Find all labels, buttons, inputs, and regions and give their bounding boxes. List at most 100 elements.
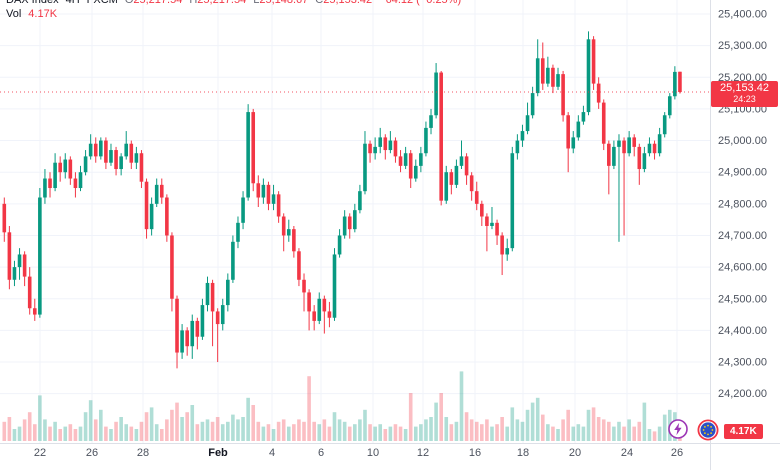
candle-body xyxy=(444,172,449,201)
price-axis-label: 25,400.00 xyxy=(718,9,767,21)
candle-body xyxy=(647,143,652,154)
volume-bar xyxy=(205,419,210,441)
bar-countdown: 24:23 xyxy=(733,94,756,104)
volume-bar xyxy=(454,421,459,441)
candle-body xyxy=(383,137,388,151)
candle-body xyxy=(78,172,83,189)
volume-bar xyxy=(226,421,230,441)
time-axis-label: 26 xyxy=(671,447,683,459)
candle-body xyxy=(429,115,433,128)
candle-body xyxy=(347,216,352,230)
volume-bar xyxy=(261,426,266,441)
volume-bar xyxy=(190,405,195,441)
candle-body xyxy=(596,83,601,103)
candle-body xyxy=(297,251,301,280)
candle-body xyxy=(480,203,484,217)
volume-bar xyxy=(119,417,123,441)
volume-bar xyxy=(180,417,184,441)
candle-body xyxy=(276,194,281,217)
candle-body xyxy=(317,298,322,321)
volume-bar xyxy=(63,426,68,441)
symbol-legend[interactable]: DAX Index 4H FXCM O25,217.54 H25,217.54 L25,1… xyxy=(6,0,461,6)
candle-body xyxy=(342,216,347,236)
volume-bar xyxy=(297,419,301,441)
last-price-value: 25,153.42 xyxy=(720,82,769,94)
candle-body xyxy=(236,222,240,242)
eu-flag-icon[interactable] xyxy=(697,419,719,441)
volume-legend[interactable]: Vol 4.17K xyxy=(6,9,57,20)
volume-bar xyxy=(32,424,37,441)
candle-body xyxy=(637,146,642,170)
volume-bar xyxy=(322,419,327,441)
time-axis-label: Feb xyxy=(208,447,228,459)
candle-body xyxy=(474,191,479,204)
volume-bar xyxy=(327,426,332,441)
candle-body xyxy=(535,58,540,94)
volume-bar xyxy=(505,426,510,441)
candle-body xyxy=(434,72,438,116)
volume-bar xyxy=(53,421,57,441)
candle-body xyxy=(622,140,626,154)
volume-bar xyxy=(469,419,474,441)
price-axis-label: 24,300.00 xyxy=(718,357,767,369)
candle-body xyxy=(652,143,657,154)
symbol-name[interactable]: DAX Index xyxy=(6,0,59,6)
volume-bar xyxy=(353,424,357,441)
candle-body xyxy=(505,248,510,255)
volume-bar xyxy=(302,421,306,441)
candle-body xyxy=(73,178,78,189)
candle-body xyxy=(38,197,42,315)
candle-body xyxy=(551,67,555,87)
volume-bar xyxy=(495,424,499,441)
volume-bar xyxy=(566,409,570,441)
candle-body xyxy=(22,254,27,277)
volume-bar xyxy=(363,409,367,441)
volume-axis-badge: 4.17K xyxy=(724,424,763,439)
candle-body xyxy=(576,121,581,138)
volume-bar xyxy=(292,424,296,441)
volume-bar xyxy=(378,424,383,441)
candle-body xyxy=(302,279,306,293)
volume-bar xyxy=(408,393,413,441)
volume-bar xyxy=(632,426,637,441)
volume-bar xyxy=(104,426,108,441)
volume-bar xyxy=(276,421,281,441)
volume-bar xyxy=(195,424,200,441)
time-axis-label: 6 xyxy=(318,447,324,459)
candle-body xyxy=(83,156,88,173)
volume-bar xyxy=(73,429,78,441)
volume-bar xyxy=(332,412,337,441)
candle-body xyxy=(246,112,250,198)
candle-body xyxy=(510,153,515,249)
lightning-icon[interactable] xyxy=(667,418,689,440)
price-axis-label: 24,200.00 xyxy=(718,388,767,400)
candle-body xyxy=(144,181,149,230)
close-label: C xyxy=(315,0,324,6)
volume-bar xyxy=(281,419,286,441)
volume-bar xyxy=(520,421,525,441)
interval-label[interactable]: 4H xyxy=(65,0,80,6)
candle-body xyxy=(159,184,164,198)
candle-body xyxy=(256,183,261,198)
candle-body xyxy=(490,222,494,226)
candle-body xyxy=(673,71,677,97)
eu-stars xyxy=(702,424,714,436)
candle-body xyxy=(210,282,215,312)
volume-bar xyxy=(159,429,164,441)
price-axis-label: 24,600.00 xyxy=(718,262,767,274)
volume-bar xyxy=(154,424,159,441)
price-axis[interactable]: 25,400.0025,300.0025,200.0025,100.0025,0… xyxy=(718,9,767,401)
candle-body xyxy=(413,165,418,179)
volume-bar xyxy=(83,412,88,441)
candle-body xyxy=(363,143,367,192)
time-axis-label: 4 xyxy=(269,447,275,459)
volume-bar xyxy=(2,421,7,441)
candle-body xyxy=(149,203,154,230)
candle-body xyxy=(175,298,179,353)
candle-body xyxy=(398,156,403,166)
time-axis[interactable]: 22 26 28 Feb 4 6 10 12 16 18 20 24 26 xyxy=(34,447,683,459)
candle-body xyxy=(373,146,377,154)
candle-body xyxy=(215,311,220,325)
candle-body xyxy=(266,184,271,204)
